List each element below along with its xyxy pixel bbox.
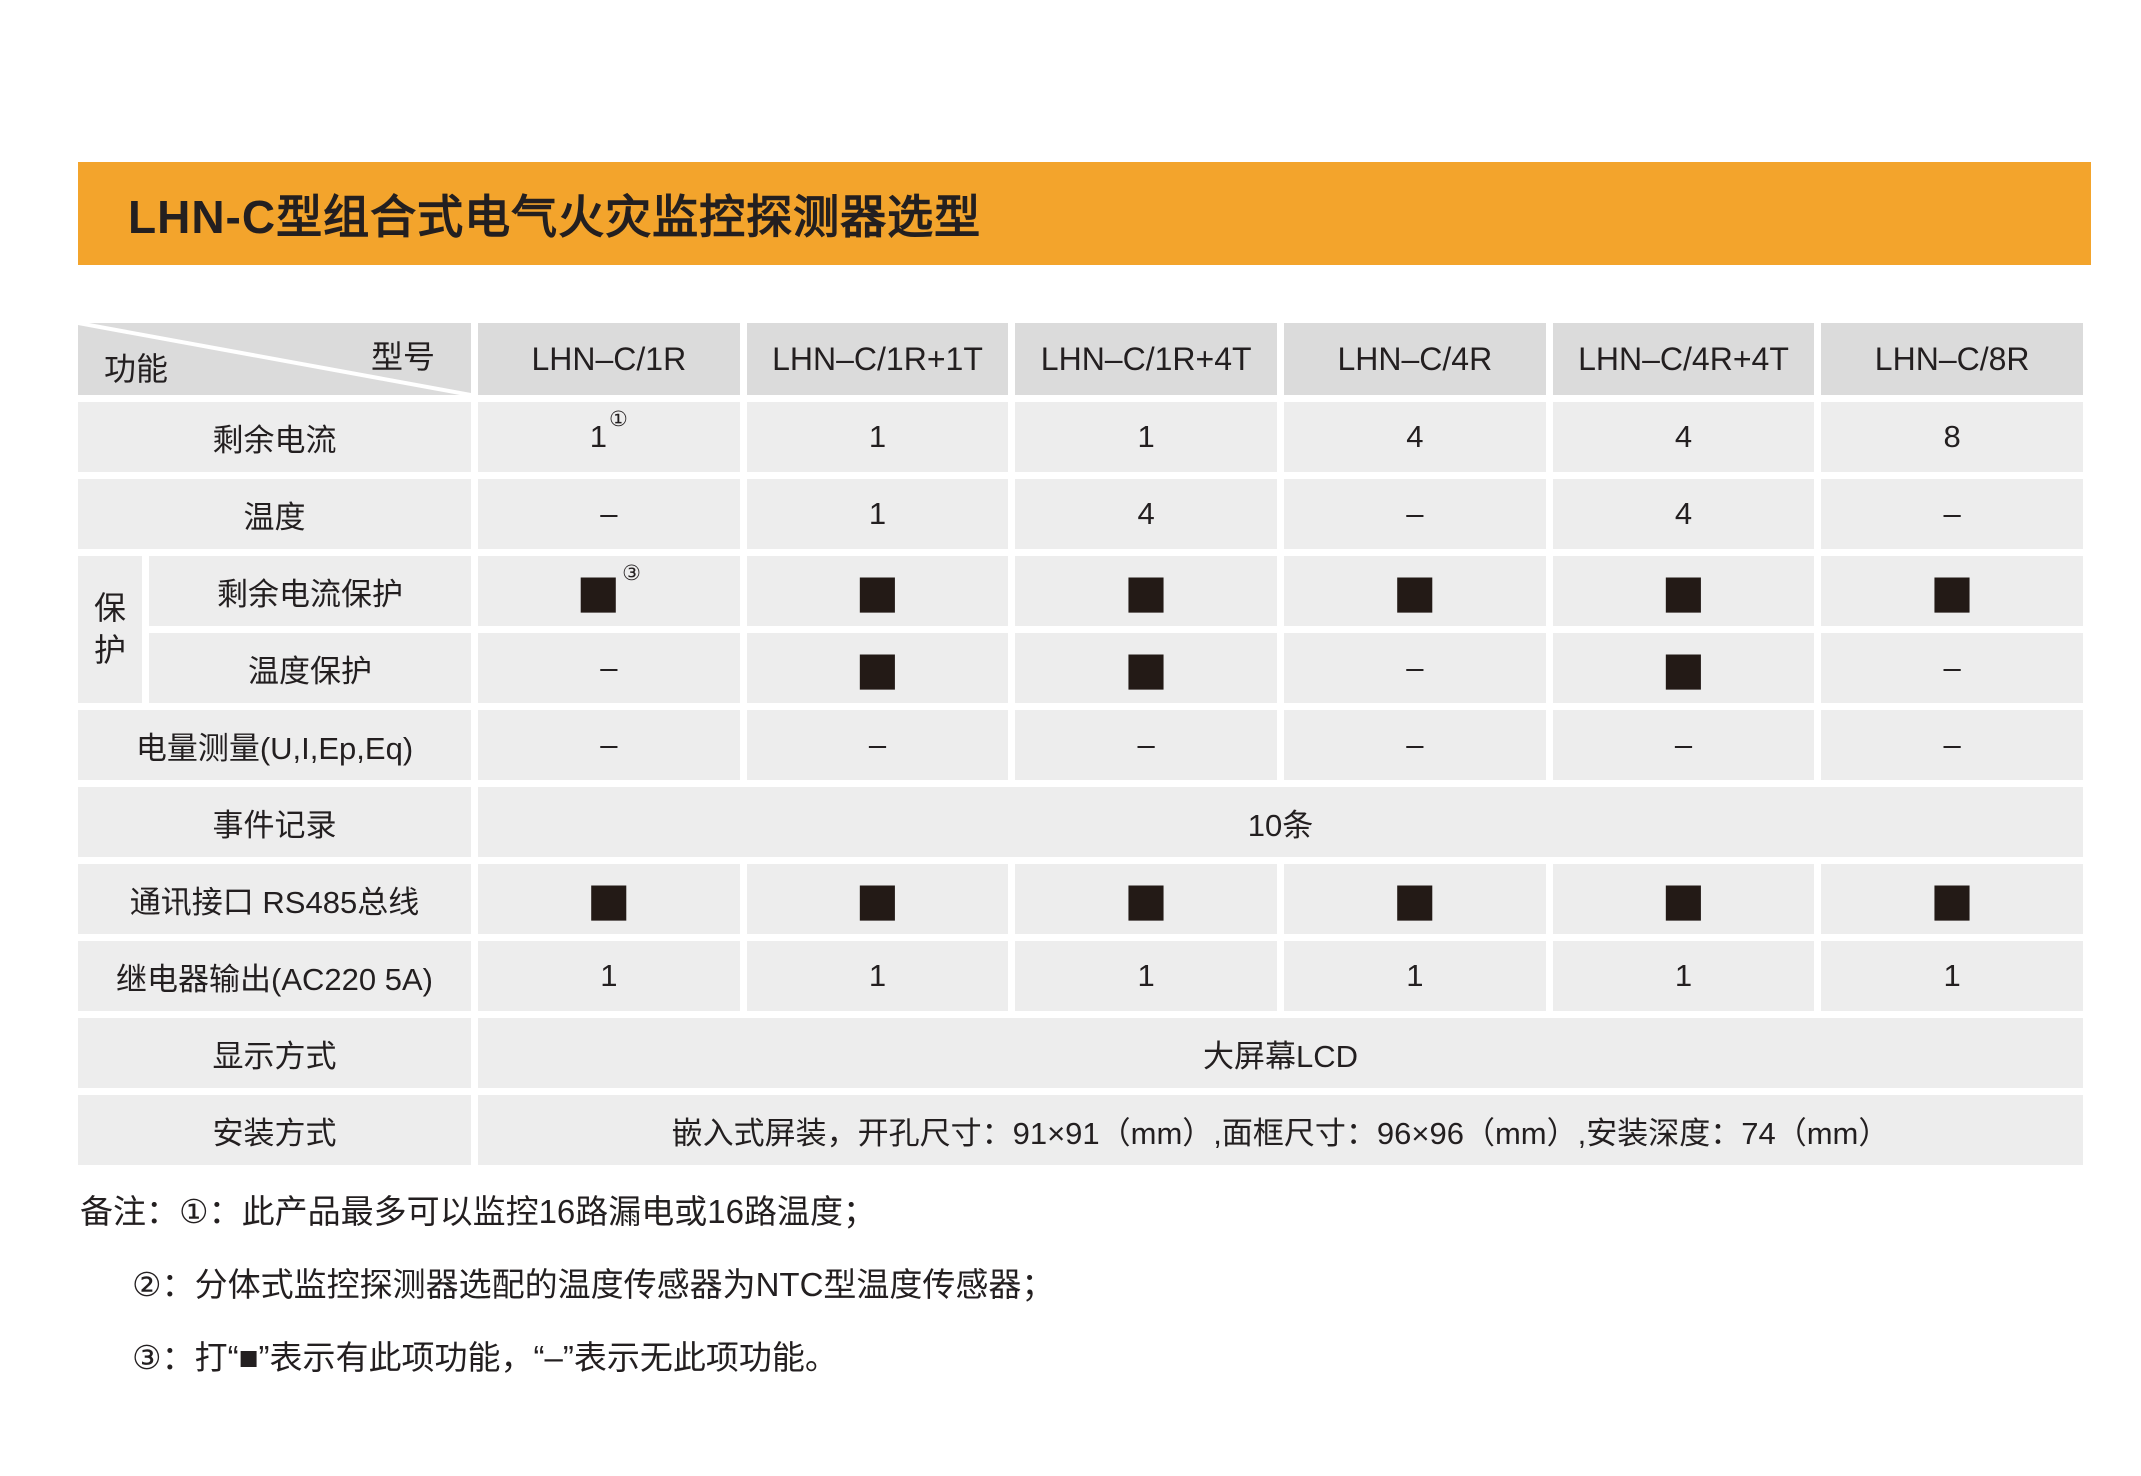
table-cell-span: 大屏幕LCD [478, 1018, 2083, 1088]
model-name: LHN–C/1R+1T [772, 340, 983, 377]
model-name: LHN–C/4R+4T [1578, 340, 1789, 377]
diagonal-line [78, 323, 471, 395]
table-cell: – [1015, 710, 1277, 780]
table-cell: 1 [746, 941, 1009, 1011]
model-header: LHN–C/1R+1T [746, 323, 1009, 395]
model-name: LHN–C/1R [531, 340, 687, 377]
corner-label-function: 功能 [104, 351, 169, 387]
table-cell: ■ [1015, 633, 1277, 703]
table-cell: – [1283, 710, 1546, 780]
row-label: 继电器输出(AC220 5A) [78, 941, 471, 1011]
selection-table: 型号 功能 LHN–C/1R LHN–C/1R+1T LHN–C/1R+4T L… [78, 323, 2083, 1165]
table-cell: 1 [478, 941, 740, 1011]
corner-cell: 型号 功能 [78, 323, 471, 395]
row-label: 剩余电流 [78, 402, 471, 472]
table-cell: ■ [1015, 864, 1277, 934]
table-cell: – [1283, 633, 1546, 703]
table-cell: – [478, 479, 740, 549]
corner-label-model: 型号 [370, 339, 435, 375]
row-label: 温度保护 [149, 633, 471, 703]
table-cell: 4 [1015, 479, 1277, 549]
table-cell: 1 [1552, 941, 1815, 1011]
table-cell: 1 [746, 402, 1009, 472]
model-name: LHN–C/4R [1337, 340, 1493, 377]
table-cell: 4 [1283, 402, 1546, 472]
table-cell: ■ [1821, 556, 2083, 626]
table-cell: 4 [1552, 402, 1815, 472]
table-cell: – [1821, 710, 2083, 780]
model-header: LHN–C/1R+4T [1015, 323, 1277, 395]
footnote-ref: ① [609, 408, 628, 431]
table-cell: ■ [1552, 556, 1815, 626]
table-cell: – [1821, 633, 2083, 703]
model-header: LHN–C/4R [1283, 323, 1546, 395]
page-title: LHN-C型组合式电气火灾监控探测器选型 [128, 190, 982, 243]
footnote-1: 备注：①：此产品最多可以监控16路漏电或16路温度； [80, 1193, 876, 1230]
table-cell: ■ [1552, 633, 1815, 703]
table-cell: 8 [1821, 402, 2083, 472]
footnotes: 备注：①：此产品最多可以监控16路漏电或16路温度； ②：分体式监控探测器选配的… [80, 1192, 1054, 1411]
table-cell: ■ [746, 633, 1009, 703]
table-cell: 1 [1821, 941, 2083, 1011]
footnote-3: ③：打“■”表示有此项功能，“–”表示无此项功能。 [132, 1339, 838, 1376]
row-label: 剩余电流保护 [149, 556, 471, 626]
model-name: LHN–C/1R+4T [1040, 340, 1252, 377]
model-header: LHN–C/8R [1821, 323, 2083, 395]
row-label: 显示方式 [78, 1018, 471, 1088]
row-label: 安装方式 [78, 1095, 471, 1165]
table-cell-span: 嵌入式屏装，开孔尺寸：91×91（mm）,面框尺寸：96×96（mm）,安装深度… [478, 1095, 2083, 1165]
table-cell: – [1821, 479, 2083, 549]
model-header: LHN–C/4R+4T [1552, 323, 1815, 395]
table-cell: ■ [1283, 864, 1546, 934]
protection-group-label: 保护 [78, 556, 142, 703]
table-cell: ■ [1283, 556, 1546, 626]
table-cell: – [478, 710, 740, 780]
table-cell: – [1283, 479, 1546, 549]
table-cell: 1 [1283, 941, 1546, 1011]
model-header: LHN–C/1R [478, 323, 740, 395]
table-cell: ■ ③ [478, 556, 740, 626]
table-cell: 1 [1015, 941, 1277, 1011]
row-label: 电量测量(U,I,Ep,Eq) [78, 710, 471, 780]
table-cell: – [746, 710, 1009, 780]
footnote-ref: ③ [622, 562, 641, 585]
row-label: 通讯接口 RS485总线 [78, 864, 471, 934]
table-cell-span: 10条 [478, 787, 2083, 857]
table-cell: 1 [746, 479, 1009, 549]
table-cell: ■ [746, 864, 1009, 934]
table-cell: – [478, 633, 740, 703]
table-cell: ■ [1821, 864, 2083, 934]
table-cell: – [1552, 710, 1815, 780]
table-cell: ■ [478, 864, 740, 934]
footnote-2: ②：分体式监控探测器选配的温度传感器为NTC型温度传感器； [132, 1266, 1055, 1303]
row-label: 事件记录 [78, 787, 471, 857]
table-cell: ■ [1552, 864, 1815, 934]
table-cell: ■ [746, 556, 1009, 626]
table-cell: 4 [1552, 479, 1815, 549]
model-name: LHN–C/8R [1874, 340, 2030, 377]
row-label: 温度 [78, 479, 471, 549]
table-cell: ■ [1015, 556, 1277, 626]
table-cell: 1 [1015, 402, 1277, 472]
title-banner: LHN-C型组合式电气火灾监控探测器选型 [78, 162, 2091, 265]
